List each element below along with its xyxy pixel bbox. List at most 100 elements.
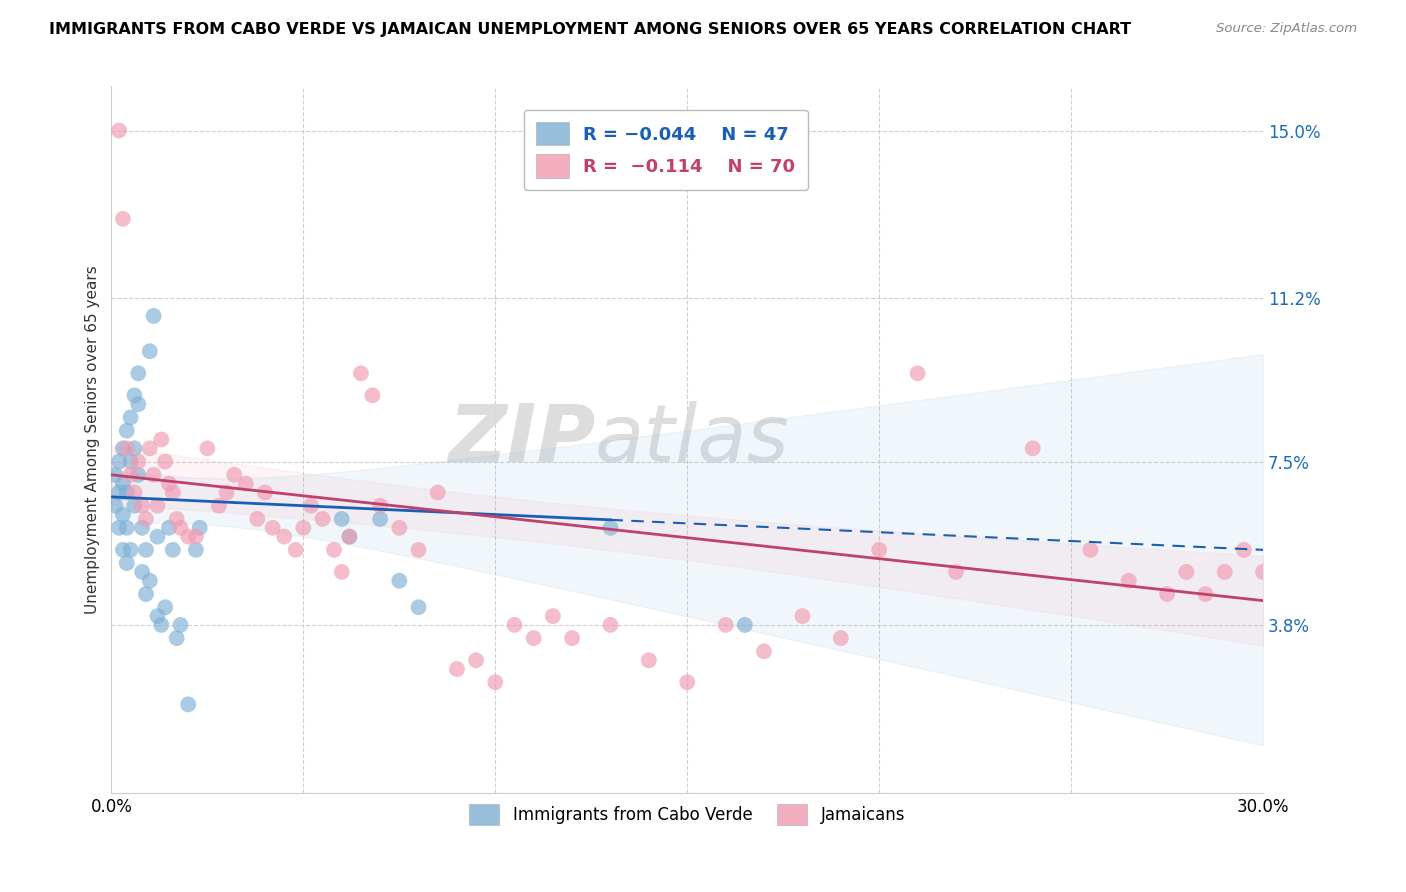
Point — [115, 556, 138, 570]
Point — [323, 542, 346, 557]
Point — [1251, 565, 1274, 579]
Text: atlas: atlas — [595, 401, 790, 478]
Point — [330, 565, 353, 579]
Point — [330, 512, 353, 526]
Point — [408, 542, 430, 557]
Point — [115, 521, 138, 535]
Point — [115, 424, 138, 438]
Point — [188, 521, 211, 535]
Point — [361, 388, 384, 402]
Point — [523, 631, 546, 645]
Point — [195, 442, 218, 456]
Point — [131, 499, 153, 513]
Point — [139, 574, 162, 588]
Point — [465, 653, 488, 667]
Y-axis label: Unemployment Among Seniors over 65 years: Unemployment Among Seniors over 65 years — [86, 265, 100, 614]
Point — [108, 485, 131, 500]
Point — [104, 467, 127, 482]
Point — [146, 499, 169, 513]
Point — [907, 366, 929, 380]
Point — [1213, 565, 1236, 579]
Point — [273, 530, 295, 544]
Point — [1271, 574, 1294, 588]
Point — [108, 454, 131, 468]
Point — [150, 433, 173, 447]
Point — [108, 123, 131, 137]
Point — [339, 530, 361, 544]
Point — [868, 542, 890, 557]
Text: Source: ZipAtlas.com: Source: ZipAtlas.com — [1216, 22, 1357, 36]
Point — [111, 508, 134, 522]
Point — [1175, 565, 1198, 579]
Point — [127, 366, 149, 380]
Point — [311, 512, 333, 526]
Point — [120, 467, 142, 482]
Point — [208, 499, 231, 513]
Point — [115, 442, 138, 456]
Point — [111, 542, 134, 557]
Point — [153, 600, 176, 615]
Point — [388, 574, 411, 588]
Point — [368, 499, 391, 513]
Point — [541, 609, 564, 624]
Point — [714, 618, 737, 632]
Point — [1118, 574, 1140, 588]
Point — [599, 521, 621, 535]
Point — [120, 410, 142, 425]
Point — [284, 542, 307, 557]
Point — [734, 618, 756, 632]
Point — [792, 609, 814, 624]
Point — [115, 485, 138, 500]
Point — [177, 698, 200, 712]
Point — [388, 521, 411, 535]
Point — [561, 631, 583, 645]
Point — [184, 542, 207, 557]
Point — [166, 512, 188, 526]
Point — [350, 366, 373, 380]
Point — [127, 454, 149, 468]
Point — [157, 476, 180, 491]
Point — [146, 609, 169, 624]
Point — [153, 454, 176, 468]
Point — [945, 565, 967, 579]
Point — [135, 512, 157, 526]
Point — [135, 587, 157, 601]
Point — [1156, 587, 1178, 601]
Point — [131, 565, 153, 579]
Point — [339, 530, 361, 544]
Point — [124, 485, 146, 500]
Point — [637, 653, 659, 667]
Point — [142, 467, 165, 482]
Point — [124, 388, 146, 402]
Point — [157, 521, 180, 535]
Point — [104, 499, 127, 513]
Point — [676, 675, 699, 690]
Point — [235, 476, 257, 491]
Text: IMMIGRANTS FROM CABO VERDE VS JAMAICAN UNEMPLOYMENT AMONG SENIORS OVER 65 YEARS : IMMIGRANTS FROM CABO VERDE VS JAMAICAN U… — [49, 22, 1132, 37]
Point — [127, 467, 149, 482]
Point — [146, 530, 169, 544]
Point — [503, 618, 526, 632]
Point — [169, 521, 191, 535]
Point — [184, 530, 207, 544]
Point — [142, 309, 165, 323]
Legend: Immigrants from Cabo Verde, Jamaicans: Immigrants from Cabo Verde, Jamaicans — [461, 796, 914, 834]
Point — [162, 542, 184, 557]
Point — [484, 675, 506, 690]
Point — [166, 631, 188, 645]
Point — [262, 521, 284, 535]
Point — [120, 454, 142, 468]
Point — [139, 442, 162, 456]
Point — [124, 499, 146, 513]
Point — [1309, 565, 1331, 579]
Point — [135, 542, 157, 557]
Point — [299, 499, 322, 513]
Point — [111, 476, 134, 491]
Point — [131, 521, 153, 535]
Point — [111, 442, 134, 456]
Text: ZIP: ZIP — [447, 401, 595, 478]
Point — [111, 211, 134, 226]
Point — [752, 644, 775, 658]
Point — [162, 485, 184, 500]
Point — [124, 442, 146, 456]
